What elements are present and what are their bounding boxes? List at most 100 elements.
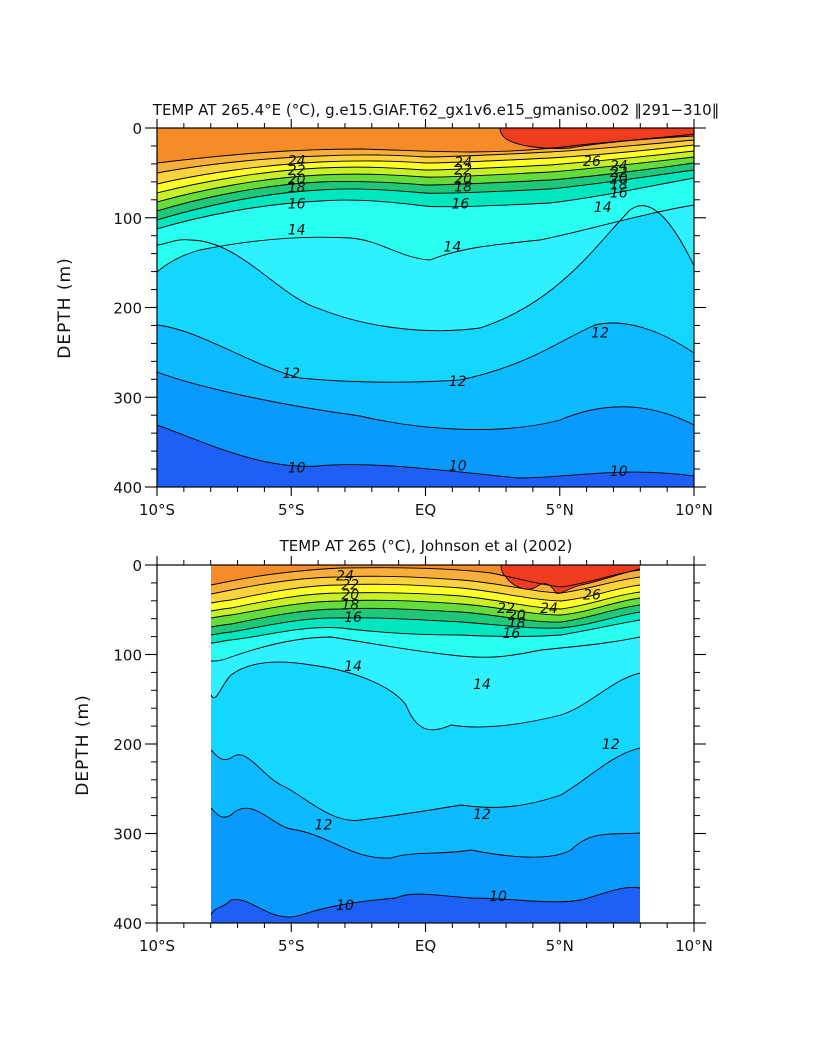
- obs-contour-label: 18: [508, 615, 526, 631]
- model-contour-label: 24: [610, 159, 628, 175]
- obs-contour-label: 16: [344, 610, 362, 626]
- model-contour-line: [157, 205, 694, 332]
- model-contour-label: 26: [583, 154, 601, 170]
- obs-contour-label: 22: [341, 578, 359, 594]
- obs-y-tick-label: 100: [113, 647, 142, 665]
- model-y-tick-label: 300: [113, 389, 142, 407]
- model-contour-label: 14: [288, 222, 306, 238]
- obs-contour-label: 20: [341, 588, 359, 604]
- obs-panel-axes: 10°S 5°S EQ 5°N 10°N 0 100 200 300 400: [113, 556, 713, 955]
- model-panel-y-axis-label: DEPTH (m): [55, 257, 75, 358]
- obs-contour-label: 24: [540, 601, 558, 617]
- obs-x-tick-label: 10°N: [675, 937, 713, 955]
- obs-contour-label: 12: [473, 807, 491, 823]
- model-contour-label: 14: [443, 239, 461, 255]
- model-y-tick-label: 0: [132, 120, 142, 138]
- obs-contour-label: 22: [497, 601, 515, 617]
- model-y-tick-label: 400: [113, 479, 142, 497]
- model-contour-line: [157, 156, 694, 203]
- model-contour-line: [157, 371, 694, 430]
- model-panel: TEMP AT 265.4°E (°C), g.e15.GIAF.T62_gx1…: [55, 101, 719, 519]
- model-contour-label: 10: [449, 458, 467, 474]
- obs-contour-label: 24: [336, 569, 354, 585]
- obs-panel-title: TEMP AT 265 (°C), Johnson et al (2002): [279, 537, 573, 555]
- model-contour-label: 14: [594, 200, 612, 216]
- model-x-tick-label: EQ: [415, 501, 436, 519]
- model-panel-axes: 10°S 5°S EQ 5°N 10°N 0 100 200 300 400: [113, 119, 713, 519]
- model-contour-label: 16: [451, 196, 469, 212]
- model-contour-line: [157, 177, 694, 230]
- obs-contour-label: 26: [583, 588, 601, 604]
- obs-x-tick-label: 10°S: [139, 937, 175, 955]
- model-contour-label: 10: [288, 460, 306, 476]
- obs-contour-lines: [211, 565, 640, 918]
- obs-x-tick-label: 5°S: [278, 937, 305, 955]
- model-contour-line: [157, 424, 694, 479]
- model-contour-line: [157, 133, 694, 164]
- model-contour-label: 16: [288, 196, 306, 212]
- model-panel-title: TEMP AT 265.4°E (°C), g.e15.GIAF.T62_gx1…: [152, 101, 719, 120]
- model-contour-label: 18: [610, 178, 628, 194]
- obs-contour-line: [211, 661, 640, 731]
- model-contour-label: 24: [454, 155, 472, 171]
- model-x-tick-label: 5°S: [278, 501, 305, 519]
- model-contour-line: [157, 169, 694, 221]
- obs-contour-line: [211, 567, 640, 588]
- obs-contour-label: 18: [341, 597, 359, 613]
- obs-y-tick-label: 400: [113, 915, 142, 933]
- model-contour-label: 12: [449, 374, 467, 390]
- model-contour-label: 16: [610, 186, 628, 202]
- obs-contour-line: [211, 611, 640, 636]
- obs-contour-line: [211, 747, 640, 821]
- obs-contour-label: 12: [315, 818, 333, 834]
- model-contour-label: 24: [288, 153, 306, 169]
- obs-contour-label: 16: [503, 626, 521, 642]
- obs-contour-line: [211, 636, 640, 662]
- obs-contour-label: 10: [336, 898, 354, 914]
- obs-y-tick-label: 0: [132, 557, 142, 575]
- model-y-tick-label: 100: [113, 210, 142, 228]
- obs-contour-line: [211, 583, 640, 604]
- model-y-tick-label: 200: [113, 300, 142, 318]
- obs-contour-line: [211, 604, 640, 628]
- obs-panel-y-axis-label: DEPTH (m): [73, 694, 93, 795]
- model-band-26-plus: [500, 128, 694, 149]
- obs-y-tick-label: 200: [113, 736, 142, 754]
- obs-contour-line: [211, 575, 640, 595]
- obs-x-tick-label: 5°N: [546, 937, 574, 955]
- model-x-tick-label: 10°S: [139, 501, 175, 519]
- obs-y-tick-label: 300: [113, 826, 142, 844]
- obs-contour-label: 20: [508, 608, 526, 624]
- model-contour-label: 20: [454, 171, 472, 187]
- obs-band-26-plus: [501, 565, 640, 594]
- model-contour-line: [157, 322, 694, 383]
- obs-contour-label: 10: [489, 889, 507, 905]
- model-contour-line: [157, 144, 694, 185]
- model-contour-label: 12: [282, 366, 300, 382]
- obs-panel: TEMP AT 265 (°C), Johnson et al (2002) D…: [73, 537, 713, 955]
- obs-contour-line: [211, 887, 640, 918]
- model-contour-lines: [157, 128, 694, 479]
- obs-contour-line: [211, 619, 640, 644]
- model-contour-line: [157, 204, 694, 273]
- model-x-tick-label: 5°N: [546, 501, 574, 519]
- model-contour-label: 18: [288, 180, 306, 196]
- model-contour-label: 12: [591, 326, 609, 342]
- obs-contour-label: 12: [602, 737, 620, 753]
- obs-x-tick-label: EQ: [415, 937, 436, 955]
- model-contour-line: [157, 162, 694, 212]
- obs-contour-line: [211, 591, 640, 612]
- model-contour-line: [157, 150, 694, 194]
- obs-contour-line: [211, 807, 640, 859]
- model-contour-label: 20: [610, 171, 628, 187]
- obs-contour-line: [211, 597, 640, 619]
- model-contour-label: 18: [454, 179, 472, 195]
- model-x-tick-label: 10°N: [675, 501, 713, 519]
- model-contour-line: [157, 139, 694, 174]
- obs-contour-label: 14: [473, 677, 491, 693]
